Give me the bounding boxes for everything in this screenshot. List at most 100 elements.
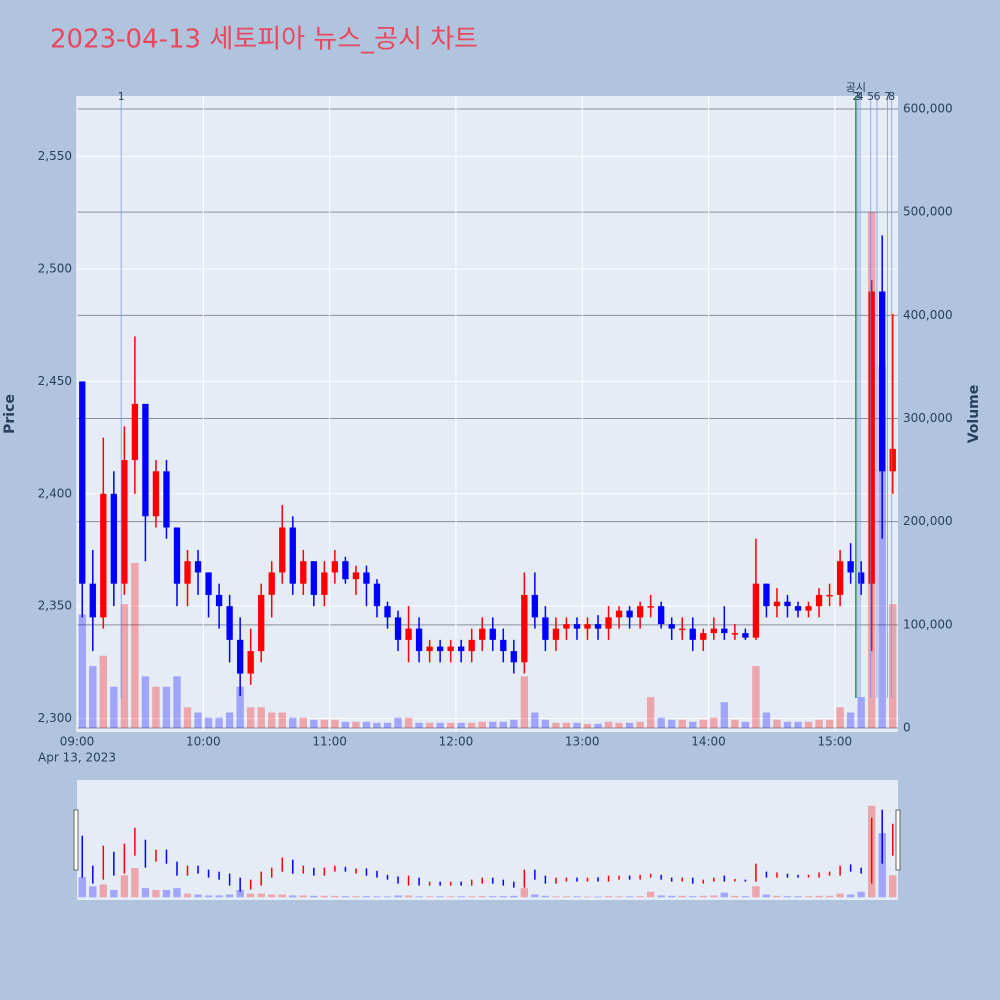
slider-volume-bar: [741, 896, 750, 898]
slider-volume-bar: [604, 896, 613, 898]
volume-bar: [889, 604, 897, 728]
slider-volume-bar: [110, 889, 118, 898]
y-tick-label: 2,450: [38, 374, 72, 388]
volume-bar: [194, 712, 202, 728]
candle-body: [752, 583, 760, 638]
volume-bar: [299, 717, 307, 728]
volume-bar: [836, 707, 844, 728]
volume-bar: [89, 666, 97, 728]
volume-bar: [173, 676, 181, 728]
volume-bar: [236, 686, 244, 728]
y2-tick-label: 200,000: [903, 514, 953, 528]
x-tick-label: 14:00: [691, 735, 726, 749]
slider-volume-bar: [489, 896, 497, 898]
volume-bar: [383, 722, 392, 728]
volume-bar: [162, 686, 171, 728]
event-label: 6: [873, 90, 880, 103]
slider-volume-bar: [183, 893, 192, 898]
range-slider[interactable]: [77, 780, 898, 900]
slider-volume-bar: [552, 896, 560, 898]
slider-volume-bar: [331, 895, 339, 898]
volume-bar: [594, 723, 602, 728]
candle-body: [415, 628, 423, 652]
slider-volume-bar: [804, 896, 813, 898]
slider-volume-bar: [373, 896, 381, 898]
volume-bar: [510, 719, 518, 728]
slider-volume-bar: [825, 895, 834, 898]
slider-volume-bar: [120, 875, 129, 898]
volume-bar: [531, 712, 539, 728]
candle-body: [700, 633, 707, 640]
slider-volume-bar: [152, 889, 160, 898]
volume-bar: [825, 719, 834, 728]
volume-bar: [436, 722, 444, 728]
candle-body: [131, 403, 139, 461]
slider-volume-bar: [257, 893, 265, 898]
volume-bar: [352, 721, 360, 728]
slider-volume-bar: [710, 895, 718, 898]
candle-body: [373, 583, 381, 607]
y-tick-label: 2,400: [38, 486, 72, 500]
volume-bar: [152, 686, 160, 728]
slider-volume-bar: [341, 896, 350, 898]
volume-bar: [457, 722, 465, 728]
slider-volume-bar: [310, 895, 318, 898]
volume-bar: [331, 719, 339, 728]
y-axis-title: Price: [2, 394, 18, 434]
candle-body: [89, 583, 96, 618]
candle-body: [889, 448, 896, 472]
slider-volume-bar: [699, 895, 707, 898]
volume-bar: [699, 719, 707, 728]
candle-body: [847, 561, 854, 573]
slider-handle-left[interactable]: [73, 809, 79, 871]
candle-body: [363, 572, 370, 584]
event-label: 8: [888, 90, 895, 103]
event-label: 5: [867, 90, 874, 103]
slider-volume-bar: [173, 888, 181, 898]
candle-body: [300, 561, 307, 584]
volume-bar: [604, 721, 613, 728]
candle-body: [163, 471, 170, 528]
slider-volume-bar: [773, 895, 781, 898]
volume-bar: [78, 614, 86, 728]
y-tick-label: 2,550: [38, 149, 72, 163]
candle-body: [605, 617, 612, 629]
slider-handle-right[interactable]: [895, 809, 901, 871]
volume-bar: [762, 712, 771, 728]
slider-volume-bar: [194, 894, 202, 898]
volume-bar: [215, 717, 223, 728]
announcement-label: 공시: [846, 81, 866, 94]
volume-bar: [268, 712, 276, 728]
candle-body: [710, 628, 717, 634]
slider-volume-bar: [446, 896, 455, 898]
candle-body: [468, 639, 475, 652]
slider-volume-bar: [404, 895, 413, 898]
slider-volume-bar: [636, 896, 644, 898]
candle-body: [626, 610, 633, 618]
volume-bar: [815, 719, 823, 728]
volume-bar: [110, 686, 118, 728]
x-tick-label: 11:00: [312, 735, 347, 749]
volume-bar: [668, 719, 676, 728]
volume-bar: [625, 722, 634, 728]
volume-bar: [120, 604, 129, 728]
y2-tick-label: 500,000: [903, 205, 953, 219]
candle-body: [405, 628, 412, 640]
candle-body: [215, 594, 223, 607]
volume-bar: [710, 717, 718, 728]
volume-bar: [257, 707, 265, 728]
candle-body: [289, 527, 296, 584]
candle-body: [342, 561, 349, 580]
slider-volume-bar: [794, 896, 802, 898]
slider-volume-bar: [731, 895, 739, 898]
slider-volume-bar: [562, 896, 571, 898]
slider-volume-bar: [541, 895, 550, 898]
volume-bar: [583, 723, 592, 728]
volume-bar: [373, 722, 381, 728]
volume-bar: [857, 697, 865, 728]
candle-body: [142, 403, 149, 517]
slider-volume-bar: [625, 896, 634, 898]
volume-bar: [499, 721, 507, 728]
candle-body: [279, 527, 286, 573]
candle-body: [500, 639, 507, 652]
